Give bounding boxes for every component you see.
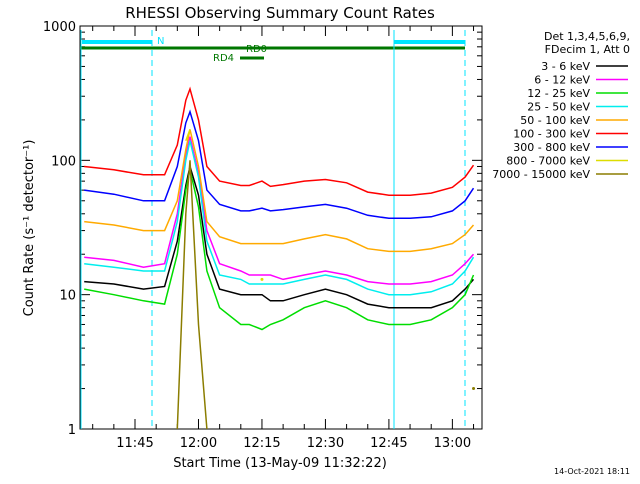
legend-label: 50 - 100 keV (520, 114, 590, 127)
legend-label: 25 - 50 keV (527, 101, 590, 114)
x-axis-label: Start Time (13-May-09 11:32:22) (173, 456, 387, 471)
x-tick-label: 13:00 (434, 436, 471, 451)
series-line-3 (84, 140, 475, 296)
x-tick-label: 12:15 (243, 436, 280, 451)
x-tick-label: 11:45 (116, 436, 153, 451)
y-tick-label: 1000 (43, 20, 76, 35)
x-tick-labels: 11:45 12:00 12:15 12:30 12:45 13:00 (116, 436, 471, 451)
series-line-7 (185, 129, 191, 141)
legend-label: 100 - 300 keV (513, 128, 590, 141)
legend-header-2: FDecim 1, Att 0 (545, 43, 630, 56)
legend-label: 300 - 800 keV (513, 141, 590, 154)
y-tick-labels: 1 10 100 1000 (43, 20, 76, 438)
series-line-1 (84, 136, 475, 285)
annotation-bars: N RD0 RD4 (80, 30, 466, 429)
legend: Det 1,3,4,5,6,9, FDecim 1, Att 0 3 - 6 k… (492, 30, 630, 181)
y-tick-label: 100 (51, 154, 76, 169)
y-tick-label: 10 (59, 289, 76, 304)
plot-frame (79, 25, 483, 430)
x-tick-label: 12:00 (180, 436, 217, 451)
series-point (260, 277, 264, 281)
series-line-0 (84, 163, 475, 309)
y-axis-label: Count Rate (s⁻¹ detector⁻¹) (22, 140, 37, 317)
x-tick-label: 12:30 (307, 436, 344, 451)
series-line-6 (84, 109, 475, 220)
legend-label: 12 - 25 keV (527, 87, 590, 100)
rd0-label: RD0 (246, 44, 267, 55)
legend-label: 3 - 6 keV (541, 60, 590, 73)
series-line-4 (84, 129, 475, 253)
legend-header-1: Det 1,3,4,5,6,9, (544, 30, 630, 43)
timestamp: 14-Oct-2021 18:11 (554, 467, 630, 476)
chart-title: RHESSI Observing Summary Count Rates (125, 4, 435, 22)
legend-label: 7000 - 15000 keV (492, 168, 590, 181)
legend-label: 6 - 12 keV (534, 74, 590, 87)
series-line-2 (84, 169, 475, 331)
legend-label: 800 - 7000 keV (506, 155, 590, 168)
y-tick-label: 1 (68, 423, 76, 438)
series-line-5 (84, 86, 475, 196)
rd4-label: RD4 (213, 53, 234, 64)
night-label: N (157, 36, 164, 47)
series-layer (84, 86, 476, 430)
series-point (472, 387, 476, 391)
series-line-8 (176, 160, 208, 430)
x-tick-label: 12:45 (370, 436, 407, 451)
